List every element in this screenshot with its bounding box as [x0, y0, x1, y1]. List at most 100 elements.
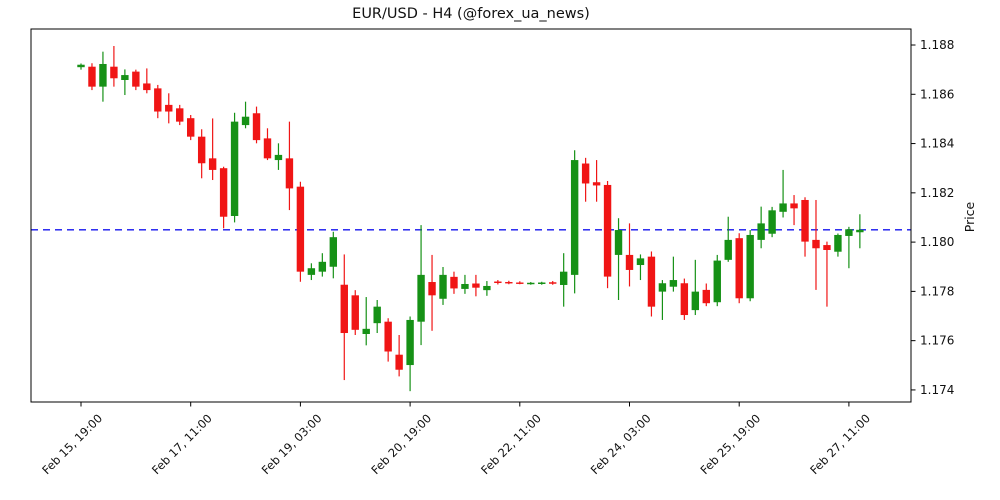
candle-46 — [581, 157, 590, 202]
candle-body — [702, 289, 710, 304]
candle-61 — [746, 230, 754, 302]
candle-body — [823, 245, 831, 250]
candle-body — [329, 237, 338, 267]
candle-body — [154, 88, 162, 112]
candle-body — [636, 258, 645, 266]
candle-22 — [318, 253, 327, 277]
candle-body — [99, 63, 107, 87]
candle-body — [373, 306, 381, 324]
candle-7 — [154, 84, 162, 119]
candle-body — [494, 281, 502, 284]
candle-body — [296, 186, 305, 272]
candle-43 — [549, 281, 557, 285]
candle-31 — [417, 225, 425, 346]
candle-body — [285, 158, 294, 189]
candle-69 — [834, 233, 842, 257]
candle-45 — [570, 150, 579, 294]
candle-37 — [483, 281, 491, 296]
candle-2 — [99, 51, 107, 102]
candle-body — [132, 71, 140, 87]
candle-body — [439, 274, 447, 299]
candle-body — [570, 160, 579, 275]
candle-body — [625, 254, 634, 270]
candle-60 — [735, 233, 743, 304]
candle-49 — [614, 218, 623, 301]
candle-body — [219, 168, 228, 217]
candle-body — [274, 154, 283, 161]
candle-15 — [241, 101, 250, 129]
candle-12 — [208, 118, 217, 181]
candle-body — [143, 83, 151, 91]
y-tick-label: 1.188 — [920, 38, 954, 52]
candle-body — [77, 64, 85, 68]
candle-body — [845, 229, 853, 236]
candle-9 — [176, 104, 184, 126]
candle-body — [461, 283, 469, 289]
y-axis-label: Price — [962, 201, 977, 232]
candle-11 — [197, 129, 206, 179]
candle-body — [110, 66, 118, 79]
candle-body — [384, 321, 392, 352]
candle-body — [669, 280, 678, 287]
candle-body — [340, 284, 348, 334]
candle-body — [165, 104, 173, 112]
candle-body — [603, 184, 612, 277]
candle-32 — [428, 254, 436, 331]
candle-39 — [505, 280, 513, 285]
candle-48 — [603, 181, 612, 289]
candle-body — [779, 203, 787, 212]
candle-body — [252, 113, 261, 141]
candle-body — [417, 274, 425, 322]
candle-body — [735, 238, 743, 299]
candle-body — [208, 158, 217, 170]
candle-44 — [559, 253, 568, 307]
candle-body — [472, 283, 480, 288]
candle-3 — [110, 45, 118, 87]
candle-71 — [856, 214, 864, 249]
candle-body — [307, 268, 316, 275]
candle-body — [88, 66, 96, 87]
candle-body — [450, 276, 458, 289]
candle-body — [658, 283, 667, 292]
candle-13 — [219, 166, 228, 229]
candle-body — [790, 203, 798, 209]
candle-58 — [713, 254, 721, 307]
candle-64 — [779, 169, 787, 218]
candle-body — [691, 291, 700, 311]
candle-1 — [88, 63, 96, 91]
candle-body — [230, 121, 239, 216]
candle-body — [680, 283, 689, 316]
y-axis-ticks: 1.174 1.176 1.178 1.180 1.182 1.184 1.186 1.188 — [911, 38, 954, 397]
candle-56 — [691, 259, 700, 316]
y-tick-label: 1.178 — [920, 284, 954, 298]
candle-5 — [132, 69, 140, 91]
candle-16 — [252, 106, 261, 144]
x-tick-label: Feb 22, 11:00 — [478, 411, 544, 477]
x-tick-label: Feb 19, 03:00 — [259, 411, 325, 477]
candle-0 — [77, 63, 85, 70]
candle-41 — [527, 282, 535, 285]
candle-body — [263, 138, 272, 159]
candle-17 — [263, 128, 272, 161]
candle-68 — [823, 241, 831, 307]
candle-67 — [812, 199, 820, 290]
candle-body — [241, 116, 250, 126]
x-tick-label: Feb 27, 11:00 — [807, 411, 873, 477]
candle-55 — [680, 278, 689, 320]
x-tick-label: Feb 17, 11:00 — [149, 411, 215, 477]
candle-body — [812, 239, 820, 249]
candle-20 — [296, 181, 305, 282]
x-tick-label: Feb 15, 19:00 — [39, 411, 105, 477]
candle-38 — [494, 280, 502, 285]
x-tick-label: Feb 24, 03:00 — [588, 411, 654, 477]
candle-52 — [647, 251, 656, 317]
candle-body — [746, 234, 754, 299]
x-tick-label: Feb 20, 19:00 — [368, 411, 434, 477]
candle-40 — [516, 281, 524, 285]
candle-70 — [845, 226, 853, 269]
candle-19 — [285, 121, 294, 211]
candle-body — [527, 282, 535, 285]
candle-body — [121, 75, 129, 80]
